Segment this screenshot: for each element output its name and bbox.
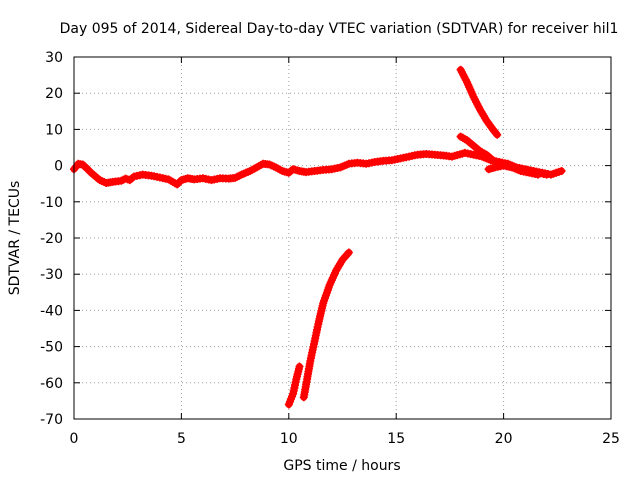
plot-frame	[73, 56, 612, 420]
y-tick-label: -70	[40, 412, 63, 428]
y-tick-label: -60	[40, 376, 63, 392]
y-tick-label: 20	[45, 86, 63, 102]
x-tick-label: 0	[70, 431, 79, 447]
data-point-marker	[343, 250, 352, 259]
y-tick-label: -20	[40, 231, 63, 247]
x-tick-label: 20	[495, 431, 513, 447]
series-rising-arc-short	[284, 362, 304, 409]
tick-labels: 0 5 10 15 20 25 -70 -60 -50 -40 -30 -20 -10 0 10 20 30	[40, 50, 620, 447]
data-point-marker	[493, 130, 502, 139]
y-tick-label: -40	[40, 303, 63, 319]
series-dip-trace	[484, 161, 542, 179]
series-descending-arc	[456, 65, 502, 139]
x-tick-label: 5	[177, 431, 186, 447]
grid-lines	[74, 57, 611, 419]
series-rising-arc-long	[299, 248, 353, 402]
data-point-marker	[534, 170, 542, 179]
data-point-marker	[557, 167, 566, 175]
y-axis-label: SDTVAR / TECUs	[7, 181, 23, 296]
x-axis-label: GPS time / hours	[283, 458, 400, 474]
y-tick-label: -30	[40, 267, 63, 283]
data-point-marker	[491, 129, 500, 137]
y-tick-label: 10	[45, 122, 63, 138]
data-series	[70, 65, 566, 409]
data-point-marker	[344, 248, 353, 257]
x-tick-label: 25	[602, 431, 620, 447]
y-tick-label: 30	[45, 50, 63, 66]
x-tick-label: 15	[387, 431, 405, 447]
y-tick-label: 0	[54, 159, 63, 175]
data-point-marker	[295, 362, 304, 371]
x-tick-label: 10	[280, 431, 298, 447]
y-tick-label: -50	[40, 340, 63, 356]
y-tick-label: -10	[40, 195, 63, 211]
data-point-marker	[542, 170, 551, 179]
chart-title: Day 095 of 2014, Sidereal Day-to-day VTE…	[60, 21, 619, 37]
